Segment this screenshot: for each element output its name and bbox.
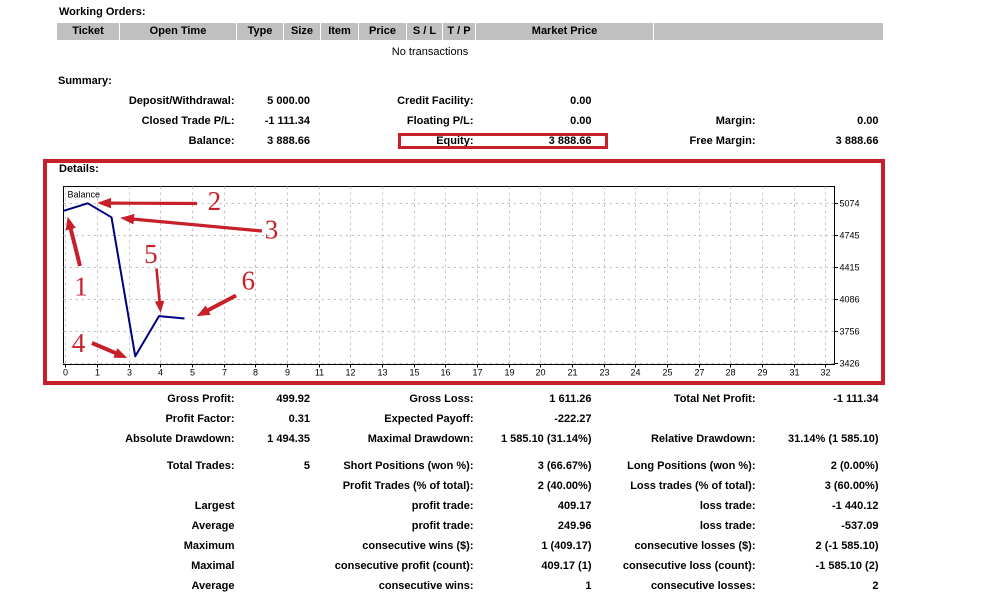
svg-text:5074: 5074 bbox=[840, 199, 860, 209]
svg-text:4086: 4086 bbox=[840, 295, 860, 305]
svg-text:4: 4 bbox=[72, 328, 86, 358]
svg-text:9: 9 bbox=[285, 368, 290, 378]
svg-text:3: 3 bbox=[127, 368, 132, 378]
svg-text:3: 3 bbox=[265, 215, 279, 245]
svg-text:3426: 3426 bbox=[840, 359, 860, 369]
svg-text:17: 17 bbox=[472, 368, 482, 378]
svg-text:2: 2 bbox=[208, 186, 222, 216]
svg-text:32: 32 bbox=[820, 368, 830, 378]
svg-text:4745: 4745 bbox=[840, 231, 860, 241]
svg-text:0: 0 bbox=[63, 368, 68, 378]
svg-text:7: 7 bbox=[222, 368, 227, 378]
svg-text:5: 5 bbox=[190, 368, 195, 378]
svg-text:5: 5 bbox=[144, 239, 158, 269]
svg-text:24: 24 bbox=[630, 368, 640, 378]
svg-text:4415: 4415 bbox=[840, 263, 860, 273]
svg-text:31: 31 bbox=[789, 368, 799, 378]
svg-text:28: 28 bbox=[725, 368, 735, 378]
svg-text:25: 25 bbox=[662, 368, 672, 378]
svg-text:19: 19 bbox=[504, 368, 514, 378]
svg-text:11: 11 bbox=[315, 368, 324, 378]
svg-text:13: 13 bbox=[377, 368, 387, 378]
svg-text:20: 20 bbox=[535, 368, 545, 378]
svg-text:6: 6 bbox=[241, 265, 255, 295]
svg-text:Balance: Balance bbox=[68, 190, 101, 200]
svg-text:8: 8 bbox=[253, 368, 258, 378]
svg-text:15: 15 bbox=[409, 368, 419, 378]
svg-text:29: 29 bbox=[757, 368, 767, 378]
svg-text:16: 16 bbox=[440, 368, 450, 378]
svg-text:3756: 3756 bbox=[840, 327, 860, 337]
svg-text:23: 23 bbox=[599, 368, 609, 378]
svg-text:12: 12 bbox=[345, 368, 355, 378]
svg-text:4: 4 bbox=[158, 368, 163, 378]
svg-text:1: 1 bbox=[95, 368, 100, 378]
svg-text:1: 1 bbox=[74, 272, 88, 302]
svg-text:27: 27 bbox=[694, 368, 704, 378]
svg-text:21: 21 bbox=[567, 368, 577, 378]
